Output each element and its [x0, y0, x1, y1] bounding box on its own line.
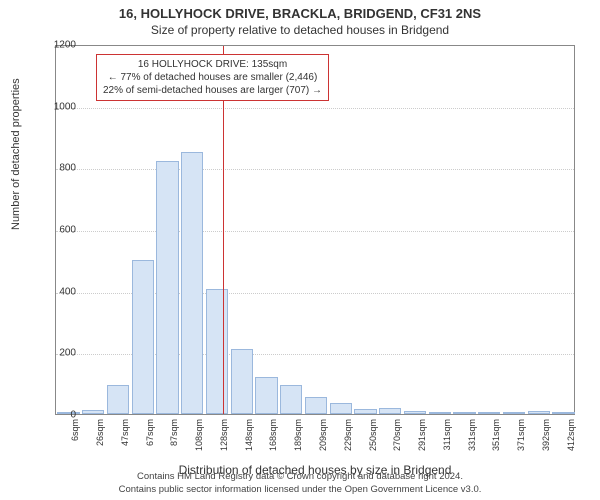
- x-tick-label: 412sqm: [566, 419, 576, 451]
- footer-line-2: Contains public sector information licen…: [0, 484, 600, 496]
- x-tick-label: 87sqm: [169, 419, 179, 446]
- y-tick-label: 800: [59, 163, 76, 174]
- histogram-bar: [181, 152, 203, 414]
- histogram-bar: [453, 412, 475, 414]
- x-tick-label: 148sqm: [244, 419, 254, 451]
- page-title: 16, HOLLYHOCK DRIVE, BRACKLA, BRIDGEND, …: [0, 0, 600, 21]
- x-tick-label: 311sqm: [442, 419, 452, 450]
- x-tick-label: 331sqm: [467, 419, 477, 451]
- x-tick-label: 209sqm: [318, 419, 328, 451]
- histogram-bar: [82, 410, 104, 414]
- x-tick-label: 291sqm: [417, 419, 427, 451]
- x-tick-label: 108sqm: [194, 419, 204, 451]
- histogram-bar: [255, 377, 277, 414]
- footer-line-1: Contains HM Land Registry data © Crown c…: [0, 471, 600, 483]
- histogram-bar: [231, 349, 253, 414]
- y-tick-label: 0: [70, 410, 76, 421]
- histogram-bar: [503, 412, 525, 414]
- annotation-box: 16 HOLLYHOCK DRIVE: 135sqm← 77% of detac…: [96, 54, 329, 101]
- x-tick-label: 189sqm: [293, 419, 303, 451]
- histogram-bar: [132, 260, 154, 414]
- histogram-bar: [478, 412, 500, 414]
- annot-line-2: ← 77% of detached houses are smaller (2,…: [103, 71, 322, 84]
- annot-line-3: 22% of semi-detached houses are larger (…: [103, 84, 322, 97]
- plot-area: 16 HOLLYHOCK DRIVE: 135sqm← 77% of detac…: [55, 45, 575, 415]
- annot-line-1: 16 HOLLYHOCK DRIVE: 135sqm: [103, 58, 322, 71]
- gridline: [56, 108, 574, 109]
- marker-line: [223, 46, 224, 414]
- gridline: [56, 231, 574, 232]
- x-tick-label: 371sqm: [516, 419, 526, 451]
- histogram-bar: [305, 397, 327, 414]
- histogram-bar: [206, 289, 228, 414]
- histogram-bar: [354, 409, 376, 414]
- x-tick-label: 26sqm: [95, 419, 105, 446]
- histogram-bar: [404, 411, 426, 414]
- x-tick-label: 229sqm: [343, 419, 353, 451]
- y-tick-label: 400: [59, 286, 76, 297]
- x-tick-label: 47sqm: [120, 419, 130, 446]
- histogram-bar: [528, 411, 550, 414]
- histogram-bar: [379, 408, 401, 414]
- y-tick-label: 1000: [54, 101, 76, 112]
- histogram-bar: [107, 385, 129, 414]
- x-tick-label: 168sqm: [268, 419, 278, 451]
- histogram-bar: [330, 403, 352, 414]
- y-tick-label: 1200: [54, 40, 76, 51]
- footer: Contains HM Land Registry data © Crown c…: [0, 471, 600, 496]
- x-tick-label: 270sqm: [392, 419, 402, 451]
- x-tick-label: 392sqm: [541, 419, 551, 451]
- x-tick-label: 250sqm: [368, 419, 378, 451]
- y-tick-label: 600: [59, 225, 76, 236]
- x-tick-label: 351sqm: [491, 419, 501, 451]
- gridline: [56, 169, 574, 170]
- y-tick-label: 200: [59, 348, 76, 359]
- histogram-bar: [156, 161, 178, 414]
- x-tick-label: 6sqm: [70, 419, 80, 441]
- x-tick-label: 67sqm: [145, 419, 155, 446]
- page-subtitle: Size of property relative to detached ho…: [0, 21, 600, 37]
- chart-container: 16 HOLLYHOCK DRIVE: 135sqm← 77% of detac…: [55, 45, 575, 415]
- histogram-bar: [429, 412, 451, 414]
- histogram-bar: [280, 385, 302, 414]
- x-tick-label: 128sqm: [219, 419, 229, 451]
- histogram-bar: [552, 412, 574, 414]
- y-axis-label: Number of detached properties: [10, 78, 22, 230]
